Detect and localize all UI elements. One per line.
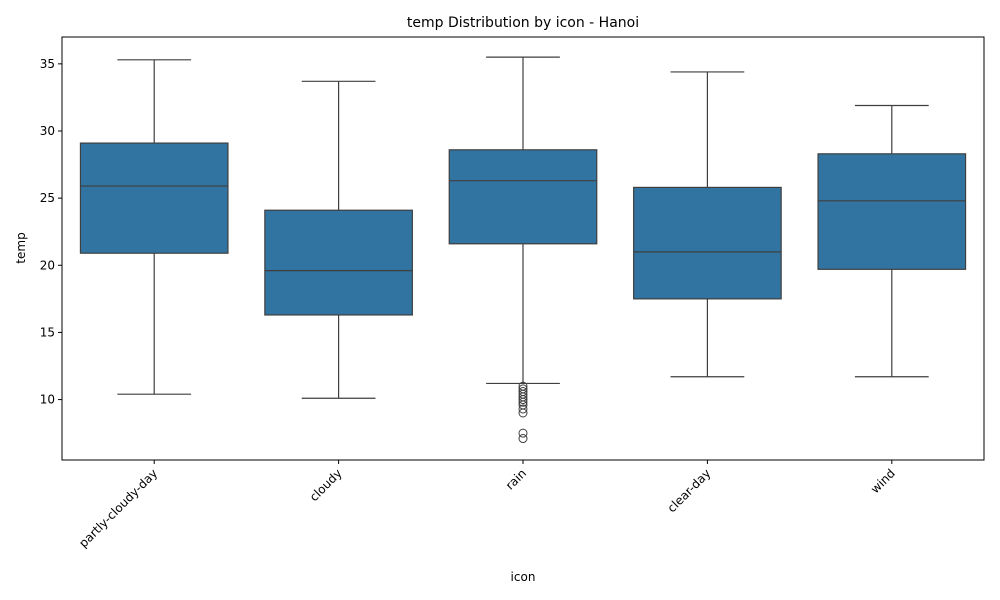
y-tick-label: 10 bbox=[40, 393, 55, 407]
y-tick-label: 15 bbox=[40, 325, 55, 339]
iqr-box bbox=[79, 142, 229, 254]
outlier-point bbox=[518, 434, 528, 444]
x-axis: partly-cloudy-day cloudy rain clear-day wind bbox=[76, 460, 898, 550]
y-axis: 10 15 20 25 30 35 bbox=[40, 57, 62, 407]
boxes-layer bbox=[79, 56, 967, 444]
x-tick-label: cloudy bbox=[307, 466, 345, 504]
y-tick-label: 35 bbox=[40, 57, 55, 71]
y-tick-label: 20 bbox=[40, 258, 55, 272]
x-axis-label: icon bbox=[511, 570, 536, 584]
outlier-point bbox=[518, 408, 528, 418]
box-rain bbox=[448, 56, 598, 444]
outlier-point bbox=[518, 397, 528, 407]
outlier-point bbox=[518, 404, 528, 414]
outlier-point bbox=[518, 428, 528, 438]
box-cloudy bbox=[264, 80, 413, 399]
outlier-point bbox=[518, 395, 528, 405]
x-tick-label: rain bbox=[503, 466, 529, 492]
x-tick-label: wind bbox=[868, 466, 898, 496]
y-tick-label: 25 bbox=[40, 191, 55, 205]
iqr-box bbox=[817, 153, 967, 270]
x-tick-label: partly-cloudy-day bbox=[76, 466, 160, 550]
y-tick-label: 30 bbox=[40, 124, 55, 138]
x-tick-label: clear-day bbox=[665, 466, 714, 515]
iqr-box bbox=[448, 149, 598, 245]
box-partly-cloudy-day bbox=[79, 59, 229, 395]
box-clear-day bbox=[633, 71, 782, 378]
y-axis-label: temp bbox=[14, 232, 28, 263]
chart-title: temp Distribution by icon - Hanoi bbox=[407, 15, 639, 31]
iqr-box bbox=[264, 209, 413, 316]
iqr-box bbox=[633, 186, 782, 300]
box-wind bbox=[817, 104, 967, 378]
